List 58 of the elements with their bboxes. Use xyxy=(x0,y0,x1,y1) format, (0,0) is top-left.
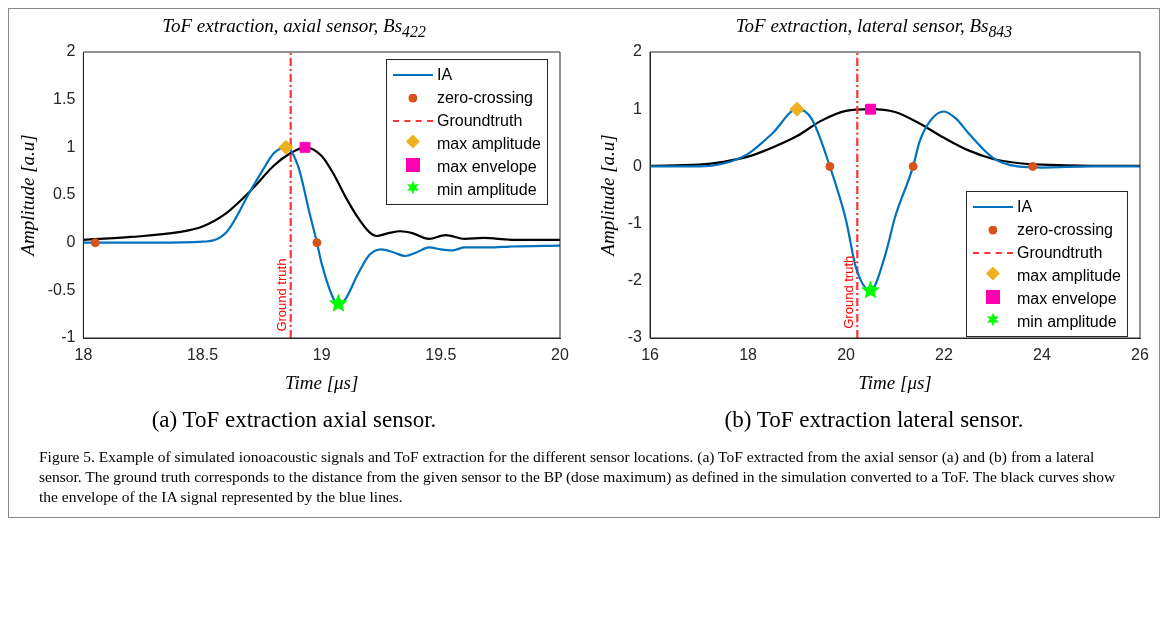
legend-label: max envelope xyxy=(1016,289,1117,308)
legend-label: min amplitude xyxy=(436,180,537,199)
point xyxy=(328,293,348,312)
legend-label: IA xyxy=(1016,197,1033,216)
x-axis-title: Time [μs] xyxy=(284,371,359,393)
x-tick-label: 18.5 xyxy=(186,346,219,364)
x-tick-label: 19 xyxy=(312,346,331,364)
annotation: Ground truth xyxy=(274,258,290,332)
x-tick-label: 16 xyxy=(641,346,660,364)
chart-title: ToF extraction, lateral sensor, Bs$_{843}$ xyxy=(735,15,1013,40)
y-tick-label: 2 xyxy=(66,42,76,60)
legend-label: max amplitude xyxy=(436,134,541,153)
y-tick-label: 0 xyxy=(66,233,76,251)
y-tick-label: -2 xyxy=(627,271,643,289)
legend-label: max envelope xyxy=(436,157,537,176)
x-tick-label: 24 xyxy=(1033,346,1052,364)
x-tick-label: 26 xyxy=(1131,346,1149,364)
point xyxy=(1028,161,1038,171)
x-tick-label: 18 xyxy=(74,346,93,364)
legend-label: max amplitude xyxy=(1016,266,1121,285)
legend-label: Groundtruth xyxy=(436,111,523,130)
point xyxy=(299,141,311,153)
y-tick-label: 0 xyxy=(633,156,643,174)
point xyxy=(312,238,322,248)
y-tick-label: 0.5 xyxy=(53,185,76,203)
x-tick-label: 20 xyxy=(837,346,856,364)
legend-label: IA xyxy=(436,65,453,84)
y-tick-label: -3 xyxy=(627,328,643,346)
legend-label: zero-crossing xyxy=(1016,220,1113,239)
y-tick-label: -1 xyxy=(61,328,76,346)
x-tick-label: 22 xyxy=(935,346,954,364)
y-tick-label: -0.5 xyxy=(47,280,76,298)
legend-label: zero-crossing xyxy=(436,88,533,107)
point xyxy=(278,139,294,155)
chart-title: ToF extraction, axial sensor, Bs$_{422}$ xyxy=(162,15,426,40)
text: (b) ToF extraction lateral sensor. xyxy=(724,407,1024,433)
y-tick-label: 2 xyxy=(633,42,643,60)
y-tick-label: 1.5 xyxy=(53,90,76,108)
point xyxy=(865,103,876,115)
text: (a) ToF extraction axial sensor. xyxy=(151,407,437,433)
legend-label: Groundtruth xyxy=(1016,243,1103,262)
point xyxy=(789,101,805,117)
y-axis-title: Amplitude [a.u] xyxy=(17,134,39,258)
y-tick-label: 1 xyxy=(66,137,76,155)
x-tick-label: 19.5 xyxy=(425,346,457,364)
x-tick-label: 18 xyxy=(739,346,758,364)
y-tick-label: 1 xyxy=(633,99,643,117)
y-tick-label: -1 xyxy=(627,214,643,232)
x-tick-label: 20 xyxy=(551,346,569,364)
legend-label: min amplitude xyxy=(1016,312,1117,331)
caption: Figure 5. Example of simulated ionoacoustic signals and ToF extraction for the different sensor locations. (a) ToF extracted from the axial sensor (a) and (b) from a lateral sensor. The ground truth corresponds to the distance from the given sensor to the BP (dose maximum) as defined in the simulation converted to a ToF. The black curves show the envelope of the IA signal represented by the blue lines. xyxy=(39,447,1117,507)
point xyxy=(90,238,100,248)
point xyxy=(861,280,881,299)
x-axis-title: Time [μs] xyxy=(858,371,932,393)
point xyxy=(908,161,918,171)
annotation: Ground truth xyxy=(840,255,856,329)
point xyxy=(825,161,835,171)
y-axis-title: Amplitude [a.u] xyxy=(597,134,619,258)
